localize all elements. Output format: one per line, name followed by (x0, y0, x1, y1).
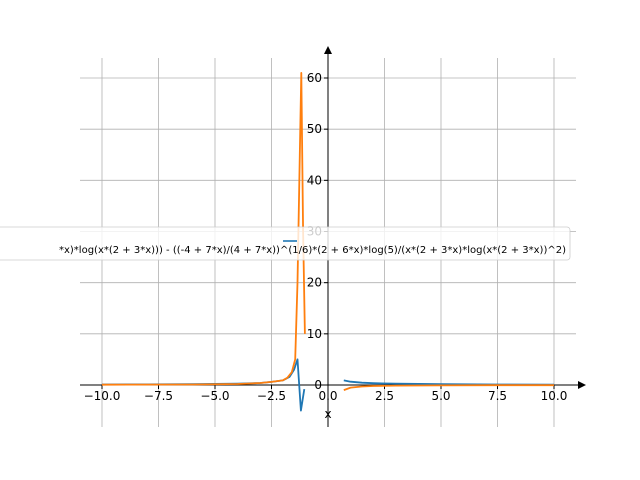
y-tick-label-6: 60 (307, 71, 322, 85)
x-axis-arrow-icon (578, 381, 586, 389)
x-tick-label-3: −2.5 (257, 389, 286, 403)
series-lines (101, 72, 555, 412)
legend: *x)*log(x*(2 + 3*x))) - ((-4 + 7*x)/(4 +… (0, 226, 571, 261)
y-tick-label-1: 10 (307, 327, 322, 341)
x-tick-label-5: 2.5 (375, 389, 394, 403)
series-1-line-0 (101, 72, 306, 386)
x-tick-label-2: −5.0 (200, 389, 229, 403)
y-tick-label-0: 0 (314, 378, 322, 392)
x-tick-label-8: 10.0 (541, 389, 568, 403)
y-tick-label-5: 50 (307, 122, 322, 136)
x-tick-label-0: −10.0 (84, 389, 121, 403)
x-tick-label-1: −7.5 (144, 389, 173, 403)
legend-label: *x)*log(x*(2 + 3*x))) - ((-4 + 7*x)/(4 +… (59, 245, 566, 256)
series-1-line-1 (343, 384, 554, 391)
x-tick-label-6: 5.0 (431, 389, 450, 403)
legend-box (0, 226, 571, 261)
x-tick-label-7: 7.5 (488, 389, 507, 403)
x-axis-label: x (324, 407, 331, 421)
y-tick-label-4: 40 (307, 173, 322, 187)
tick-labels: −10.0−7.5−5.0−2.50.02.55.07.510.00102030… (84, 71, 568, 403)
y-axis-arrow-icon (324, 46, 332, 54)
y-tick-label-2: 20 (307, 276, 322, 290)
series-0-line-1 (343, 379, 555, 386)
x-tick-label-4: 0.0 (318, 389, 337, 403)
